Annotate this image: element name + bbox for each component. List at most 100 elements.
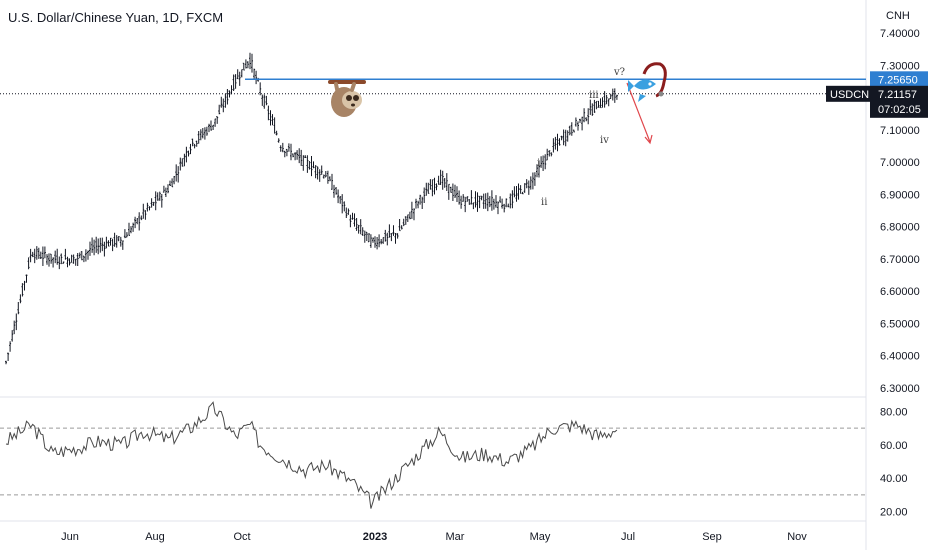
- price-bar: [548, 150, 551, 157]
- price-bar: [597, 100, 600, 108]
- price-bar: [160, 194, 163, 208]
- price-bar: [50, 253, 53, 264]
- wave-label-iv: iv: [600, 135, 609, 146]
- countdown-text: 07:02:05: [878, 104, 921, 116]
- price-bar: [205, 126, 208, 136]
- price-bar: [347, 208, 350, 215]
- wave-label-ii: ii: [541, 197, 547, 208]
- price-bar: [339, 196, 342, 204]
- symbol-text: USDCNH: [830, 89, 877, 101]
- price-bar: [156, 192, 159, 201]
- price-bar: [277, 138, 280, 143]
- projection-arrow[interactable]: [626, 82, 653, 145]
- price-bar: [255, 70, 258, 85]
- price-bar: [84, 249, 87, 262]
- time-axis[interactable]: Jun Aug Oct 2023 Mar May Jul Sep Nov: [61, 531, 807, 543]
- price-bar: [218, 104, 221, 115]
- price-tick-label: 6.60000: [880, 286, 920, 298]
- price-bar: [302, 155, 305, 171]
- price-bar: [189, 143, 192, 155]
- price-bar: [287, 143, 290, 152]
- price-bar: [531, 172, 534, 190]
- price-bar: [298, 148, 301, 164]
- price-bar: [382, 237, 385, 244]
- price-tick-label: 6.90000: [880, 189, 920, 201]
- price-bar: [611, 88, 614, 101]
- price-bar: [296, 150, 299, 160]
- price-bar: [458, 190, 461, 205]
- price-bar: [13, 320, 16, 335]
- price-tick-label: 6.50000: [880, 318, 920, 330]
- price-bar: [119, 236, 122, 247]
- price-bar: [517, 183, 520, 200]
- price-bar: [451, 183, 454, 201]
- price-bar: [445, 173, 448, 191]
- price-bar: [58, 256, 61, 270]
- price-bar: [613, 88, 616, 103]
- price-bar: [415, 198, 417, 209]
- price-bar: [195, 140, 198, 147]
- sloth-icon[interactable]: [328, 80, 366, 117]
- price-bar: [236, 69, 239, 80]
- price-bar: [365, 231, 368, 241]
- fish-on-hook-icon[interactable]: [628, 62, 667, 102]
- price-bar: [150, 198, 153, 208]
- rsi-axis[interactable]: 80.00 60.00 40.00 20.00: [880, 406, 908, 518]
- price-bar: [80, 251, 83, 261]
- price-bar: [388, 224, 391, 238]
- price-bar: [238, 71, 241, 86]
- price-tick-label: 7.10000: [880, 125, 920, 137]
- price-bar: [240, 69, 243, 78]
- price-bar: [134, 216, 137, 229]
- price-bar: [130, 226, 132, 234]
- price-bar: [431, 179, 434, 197]
- price-bar: [326, 170, 329, 184]
- time-axis-label: Jun: [61, 531, 79, 543]
- price-bar: [433, 177, 436, 195]
- price-bar: [216, 116, 219, 124]
- price-bar: [23, 280, 26, 291]
- price-bar: [351, 212, 354, 220]
- price-bar: [62, 261, 65, 264]
- price-bar: [158, 191, 161, 201]
- price-bar: [583, 108, 586, 123]
- price-bar: [589, 99, 592, 115]
- price-bar: [499, 196, 502, 203]
- price-bar: [56, 248, 59, 265]
- price-bar: [474, 191, 477, 208]
- price-bar: [398, 219, 401, 232]
- price-bar: [113, 232, 116, 247]
- price-bar: [31, 251, 34, 258]
- price-bar: [349, 214, 352, 228]
- price-bar: [318, 169, 321, 182]
- price-bar: [226, 89, 229, 105]
- price-bar: [392, 225, 395, 236]
- price-bar: [93, 239, 96, 256]
- price-bar: [355, 218, 358, 231]
- price-bar: [105, 236, 108, 249]
- price-bar: [566, 130, 569, 142]
- price-bar: [103, 241, 106, 257]
- price-bar: [33, 248, 36, 264]
- price-bar: [132, 222, 135, 232]
- price-bar: [374, 236, 376, 248]
- wave-label-iii: iii: [589, 90, 599, 101]
- price-bar: [115, 235, 118, 248]
- price-bar: [267, 105, 270, 121]
- price-bar: [501, 198, 504, 209]
- price-tick-label: 7.00000: [880, 157, 920, 169]
- time-axis-label: Aug: [145, 531, 165, 543]
- price-bar: [140, 215, 143, 221]
- price-bar: [167, 184, 169, 194]
- price-bar: [201, 128, 204, 139]
- price-bar: [177, 166, 180, 183]
- price-bar: [228, 90, 231, 98]
- price-bar: [187, 150, 190, 157]
- price-bar: [35, 246, 38, 260]
- price-bar: [523, 183, 526, 193]
- price-bar: [154, 191, 157, 211]
- price-bar: [232, 74, 235, 91]
- price-axis[interactable]: CNH 7.400007.300007.200007.100007.000006…: [880, 10, 920, 395]
- time-axis-label: Nov: [787, 531, 807, 543]
